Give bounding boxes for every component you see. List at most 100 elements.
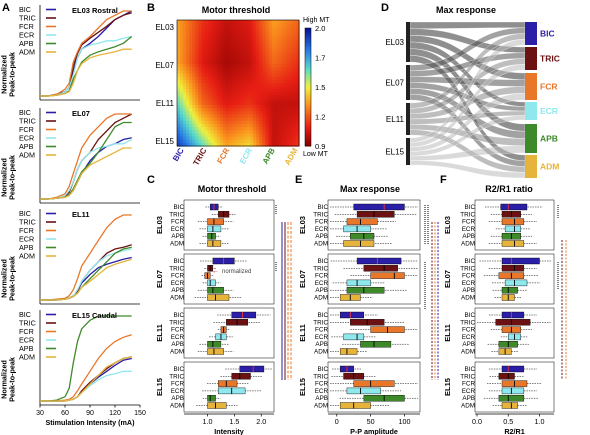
colorbar-tick-label: 2.0 — [315, 24, 325, 33]
legend-label-fcr: FCR — [19, 125, 34, 134]
heatmap-cell — [180, 70, 184, 75]
heatmap-cell — [228, 48, 233, 53]
heatmap-cell — [216, 114, 221, 119]
heatmap-cell — [177, 139, 181, 144]
heatmap-cell — [225, 130, 230, 134]
heatmap-cell — [198, 120, 202, 125]
heatmap-cell — [198, 95, 202, 100]
heatmap-cell — [177, 51, 181, 56]
heatmap-cell — [247, 114, 251, 119]
heatmap-cell — [222, 29, 227, 34]
heatmap-cell — [268, 136, 273, 141]
heatmap-cell — [256, 136, 260, 141]
heatmap-cell — [201, 23, 206, 27]
heatmap-cell — [201, 123, 206, 128]
heatmap-cell — [213, 89, 218, 94]
sankey-left-label: EL03 — [385, 38, 404, 47]
heatmap-cell — [292, 133, 297, 138]
heatmap-cell — [268, 127, 273, 131]
row-label-tric: TRIC — [169, 211, 184, 218]
heatmap-cell — [265, 98, 270, 103]
heatmap-cell — [228, 38, 233, 43]
heatmap-cell — [183, 29, 187, 34]
heatmap-cell — [204, 89, 209, 94]
heatmap-cell — [192, 127, 196, 131]
colorbar-step — [305, 101, 311, 105]
heatmap-cell — [247, 83, 251, 87]
heatmap-cell — [192, 142, 196, 147]
heatmap-cell — [204, 108, 209, 112]
panel-b-title: Motor threshold — [202, 5, 271, 15]
heatmap-cell — [213, 38, 218, 43]
sankey-right-label-ecr: ECR — [540, 106, 558, 116]
heatmap-col-label-bic: BIC — [171, 146, 186, 163]
heatmap-cell — [277, 67, 282, 71]
heatmap-cell — [280, 130, 285, 134]
sankey-left-label: EL07 — [385, 79, 404, 88]
heatmap-cell — [234, 20, 239, 24]
heatmap-cell — [238, 23, 242, 27]
heatmap-cell — [198, 142, 202, 147]
heatmap-cell — [295, 92, 300, 97]
heatmap-cell — [192, 26, 196, 31]
heatmap-cell — [210, 32, 215, 37]
heatmap-cell — [256, 111, 260, 116]
heatmap-cell — [289, 83, 294, 87]
heatmap-cell — [277, 92, 282, 97]
heatmap-cell — [253, 48, 257, 53]
heatmap-cell — [241, 142, 245, 147]
heatmap-cell — [256, 127, 260, 131]
heatmap-cell — [292, 51, 297, 56]
heatmap-cell — [216, 120, 221, 125]
heatmap-cell — [225, 54, 230, 59]
heatmap-cell — [207, 38, 212, 43]
heatmap-cell — [204, 139, 209, 144]
heatmap-cell — [259, 105, 263, 109]
heatmap-cell — [289, 60, 294, 65]
heatmap-cell — [271, 35, 276, 40]
heatmap-cell — [253, 32, 257, 37]
heatmap-cell — [216, 67, 221, 71]
heatmap-cell — [189, 73, 193, 78]
heatmap-cell — [244, 73, 248, 78]
heatmap-cell — [234, 57, 239, 62]
heatmap-cell — [286, 95, 291, 100]
heatmap-cell — [195, 38, 199, 43]
legend-label-adm: ADM — [19, 353, 35, 362]
heatmap-cell — [204, 130, 209, 134]
heatmap-cell — [198, 32, 202, 37]
heatmap-cell — [234, 32, 239, 37]
heatmap-cell — [177, 35, 181, 40]
row-label-adm: ADM — [314, 241, 328, 248]
heatmap-cell — [256, 38, 260, 43]
heatmap-cell — [198, 127, 202, 131]
heatmap-cell — [189, 120, 193, 125]
heatmap-cell — [198, 42, 202, 46]
heatmap-cell — [183, 117, 187, 122]
heatmap-cell — [234, 95, 239, 100]
heatmap-cell — [292, 57, 297, 62]
heatmap-cell — [186, 32, 190, 37]
heatmap-cell — [231, 83, 236, 87]
heatmap-cell — [253, 23, 257, 27]
heatmap-cell — [274, 120, 279, 125]
heatmap-cell — [259, 51, 263, 56]
heatmap-cell — [222, 70, 227, 75]
heatmap-cell — [256, 51, 260, 56]
row-label-ecr: ECR — [171, 334, 185, 341]
heatmap-cell — [222, 54, 227, 59]
row-label-fcr: FCR — [171, 327, 184, 334]
heatmap-cell — [277, 111, 282, 116]
heatmap-cell — [238, 32, 242, 37]
heatmap-cell — [271, 142, 276, 147]
heatmap-cell — [213, 130, 218, 134]
heatmap-cell — [274, 54, 279, 59]
row-label-bic: BIC — [318, 204, 329, 211]
sankey-node-left — [406, 65, 410, 100]
heatmap-cell — [259, 64, 263, 68]
heatmap-cell — [225, 20, 230, 24]
heatmap-cell — [234, 142, 239, 147]
heatmap-cell — [286, 133, 291, 138]
heatmap-cell — [283, 76, 288, 81]
legend-label-fcr: FCR — [19, 226, 34, 235]
